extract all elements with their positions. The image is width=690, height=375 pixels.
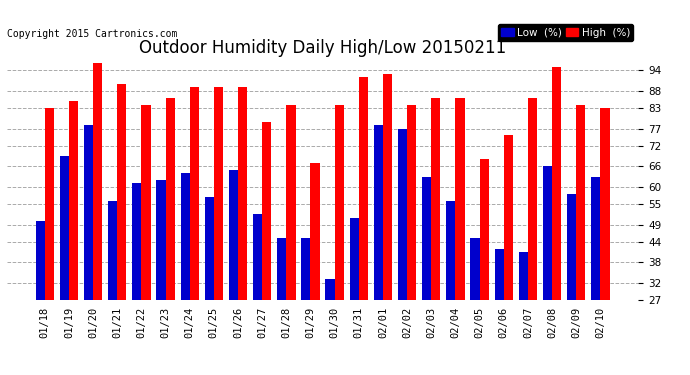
Bar	[407, 105, 416, 300]
Bar	[359, 77, 368, 300]
Bar	[480, 159, 489, 300]
Bar	[36, 221, 45, 300]
Bar	[591, 177, 600, 300]
Bar	[69, 101, 78, 300]
Bar	[431, 98, 440, 300]
Bar	[519, 252, 528, 300]
Bar	[374, 125, 383, 300]
Bar	[181, 173, 190, 300]
Bar	[471, 238, 480, 300]
Bar	[504, 135, 513, 300]
Bar	[383, 74, 392, 300]
Bar	[422, 177, 431, 300]
Bar	[132, 183, 141, 300]
Bar	[310, 163, 319, 300]
Bar	[214, 87, 223, 300]
Bar	[446, 201, 455, 300]
Bar	[286, 105, 295, 300]
Bar	[350, 218, 359, 300]
Bar	[108, 201, 117, 300]
Bar	[117, 84, 126, 300]
Bar	[60, 156, 69, 300]
Bar	[600, 108, 609, 300]
Bar	[302, 238, 310, 300]
Bar	[528, 98, 537, 300]
Bar	[543, 166, 552, 300]
Bar	[576, 105, 585, 300]
Bar	[166, 98, 175, 300]
Bar	[205, 197, 214, 300]
Bar	[229, 170, 238, 300]
Legend: Low  (%), High  (%): Low (%), High (%)	[498, 24, 633, 40]
Bar	[45, 108, 54, 300]
Bar	[253, 214, 262, 300]
Text: Copyright 2015 Cartronics.com: Copyright 2015 Cartronics.com	[7, 29, 177, 39]
Bar	[455, 98, 464, 300]
Bar	[495, 249, 504, 300]
Bar	[141, 105, 150, 300]
Bar	[262, 122, 271, 300]
Bar	[335, 105, 344, 300]
Bar	[567, 194, 576, 300]
Bar	[326, 279, 335, 300]
Bar	[84, 125, 93, 300]
Bar	[398, 129, 407, 300]
Bar	[190, 87, 199, 300]
Bar	[277, 238, 286, 300]
Bar	[238, 87, 247, 300]
Title: Outdoor Humidity Daily High/Low 20150211: Outdoor Humidity Daily High/Low 20150211	[139, 39, 506, 57]
Bar	[157, 180, 166, 300]
Bar	[93, 63, 102, 300]
Bar	[552, 67, 561, 300]
